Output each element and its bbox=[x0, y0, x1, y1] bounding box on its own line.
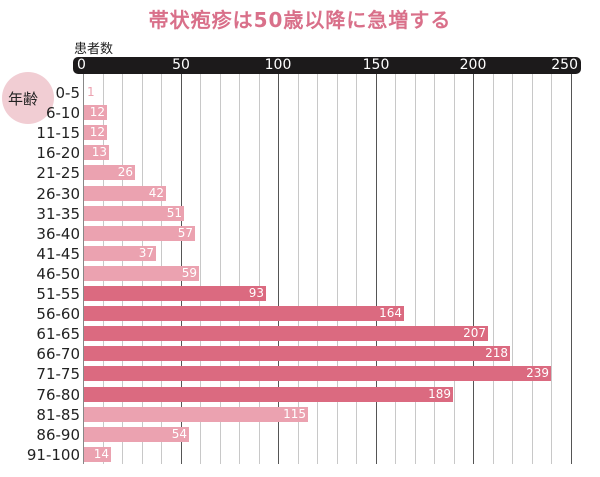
bar-value-label: 218 bbox=[485, 346, 508, 360]
age-group-label: 61-65 bbox=[36, 325, 80, 343]
grid-line bbox=[454, 74, 455, 464]
bar-value-label: 12 bbox=[89, 125, 105, 139]
bar-value-label: 37 bbox=[138, 246, 154, 260]
bar: 93 bbox=[84, 286, 266, 301]
bar-value-label: 59 bbox=[181, 266, 197, 280]
x-tick-label: 200 bbox=[459, 57, 487, 73]
age-group-label: 16-20 bbox=[36, 144, 80, 162]
age-group-label: 51-55 bbox=[36, 285, 80, 303]
bar-value-label: 51 bbox=[166, 206, 182, 220]
bar-value-label: 54 bbox=[171, 427, 187, 441]
bar-value-label: 26 bbox=[117, 165, 133, 179]
age-group-label: 76-80 bbox=[36, 386, 80, 404]
x-axis-bar bbox=[73, 57, 581, 74]
grid-line bbox=[512, 74, 513, 464]
grid-line bbox=[532, 74, 533, 464]
grid-line bbox=[434, 74, 435, 464]
bar: 54 bbox=[84, 427, 189, 442]
bar: 207 bbox=[84, 326, 488, 341]
age-group-label: 11-15 bbox=[36, 124, 80, 142]
bar: 42 bbox=[84, 186, 166, 201]
bar-value-label: 12 bbox=[89, 105, 105, 119]
bar-value-label: 239 bbox=[526, 366, 549, 380]
age-group-label: 66-70 bbox=[36, 345, 80, 363]
age-group-label: 6-10 bbox=[45, 104, 80, 122]
age-group-label: 26-30 bbox=[36, 185, 80, 203]
y-axis-label-circle bbox=[2, 72, 54, 124]
x-axis-label: 患者数 bbox=[74, 42, 114, 57]
grid-line bbox=[356, 74, 357, 464]
age-group-label: 71-75 bbox=[36, 365, 80, 383]
bar: 189 bbox=[84, 387, 453, 402]
x-tick-label: 250 bbox=[551, 57, 578, 73]
grid-line bbox=[571, 74, 572, 464]
bar: 12 bbox=[84, 125, 107, 140]
bar: 59 bbox=[84, 266, 199, 281]
bar: 239 bbox=[84, 366, 551, 381]
bar: 115 bbox=[84, 407, 308, 422]
grid-line bbox=[493, 74, 494, 464]
grid-line bbox=[473, 74, 474, 464]
grid-line bbox=[298, 74, 299, 464]
age-group-label: 56-60 bbox=[36, 305, 80, 323]
bar: 164 bbox=[84, 306, 404, 321]
grid-line bbox=[395, 74, 396, 464]
age-group-label: 41-45 bbox=[36, 245, 80, 263]
grid-line bbox=[337, 74, 338, 464]
bar: 12 bbox=[84, 105, 107, 120]
x-tick-label: 100 bbox=[264, 57, 292, 73]
bar-value-label: 42 bbox=[148, 186, 164, 200]
grid-line bbox=[259, 74, 260, 464]
bar-value-label: 189 bbox=[428, 387, 451, 401]
bar-value-label: 14 bbox=[93, 447, 109, 461]
age-group-label: 81-85 bbox=[36, 406, 80, 424]
bar: 14 bbox=[84, 447, 111, 462]
grid-line bbox=[551, 74, 552, 464]
age-group-label: 86-90 bbox=[36, 426, 80, 444]
bar: 51 bbox=[84, 206, 184, 221]
bar-value-label: 115 bbox=[283, 407, 306, 421]
bar: 57 bbox=[84, 226, 195, 241]
y-axis-label: 年齢 bbox=[8, 90, 39, 108]
grid-line bbox=[415, 74, 416, 464]
age-group-label: 0-5 bbox=[55, 84, 81, 102]
grid-line bbox=[220, 74, 221, 464]
x-tick-label: 50 bbox=[172, 57, 190, 73]
bar-value-label: 93 bbox=[248, 286, 264, 300]
bar-value-label: 13 bbox=[91, 145, 107, 159]
bar-value-label: 1 bbox=[87, 85, 95, 99]
bar: 218 bbox=[84, 346, 510, 361]
bar-value-label: 164 bbox=[379, 306, 402, 320]
grid-line bbox=[239, 74, 240, 464]
age-group-label: 21-25 bbox=[36, 164, 80, 182]
chart-title: 帯状疱疹は50歳以降に急増する bbox=[148, 8, 452, 32]
bar-value-label: 57 bbox=[177, 226, 193, 240]
age-group-label: 46-50 bbox=[36, 265, 80, 283]
y-axis-baseline bbox=[83, 74, 84, 464]
x-tick-label: 150 bbox=[362, 57, 390, 73]
x-tick-label: 0 bbox=[77, 57, 86, 73]
age-group-label: 36-40 bbox=[36, 225, 80, 243]
bar: 13 bbox=[84, 145, 109, 160]
grid-line bbox=[278, 74, 279, 464]
grid-line bbox=[200, 74, 201, 464]
age-group-label: 31-35 bbox=[36, 205, 80, 223]
grid-line bbox=[317, 74, 318, 464]
age-group-label: 91-100 bbox=[26, 446, 80, 464]
bar-value-label: 207 bbox=[463, 326, 486, 340]
grid-line bbox=[376, 74, 377, 464]
bar: 37 bbox=[84, 246, 156, 261]
bar: 26 bbox=[84, 165, 135, 180]
